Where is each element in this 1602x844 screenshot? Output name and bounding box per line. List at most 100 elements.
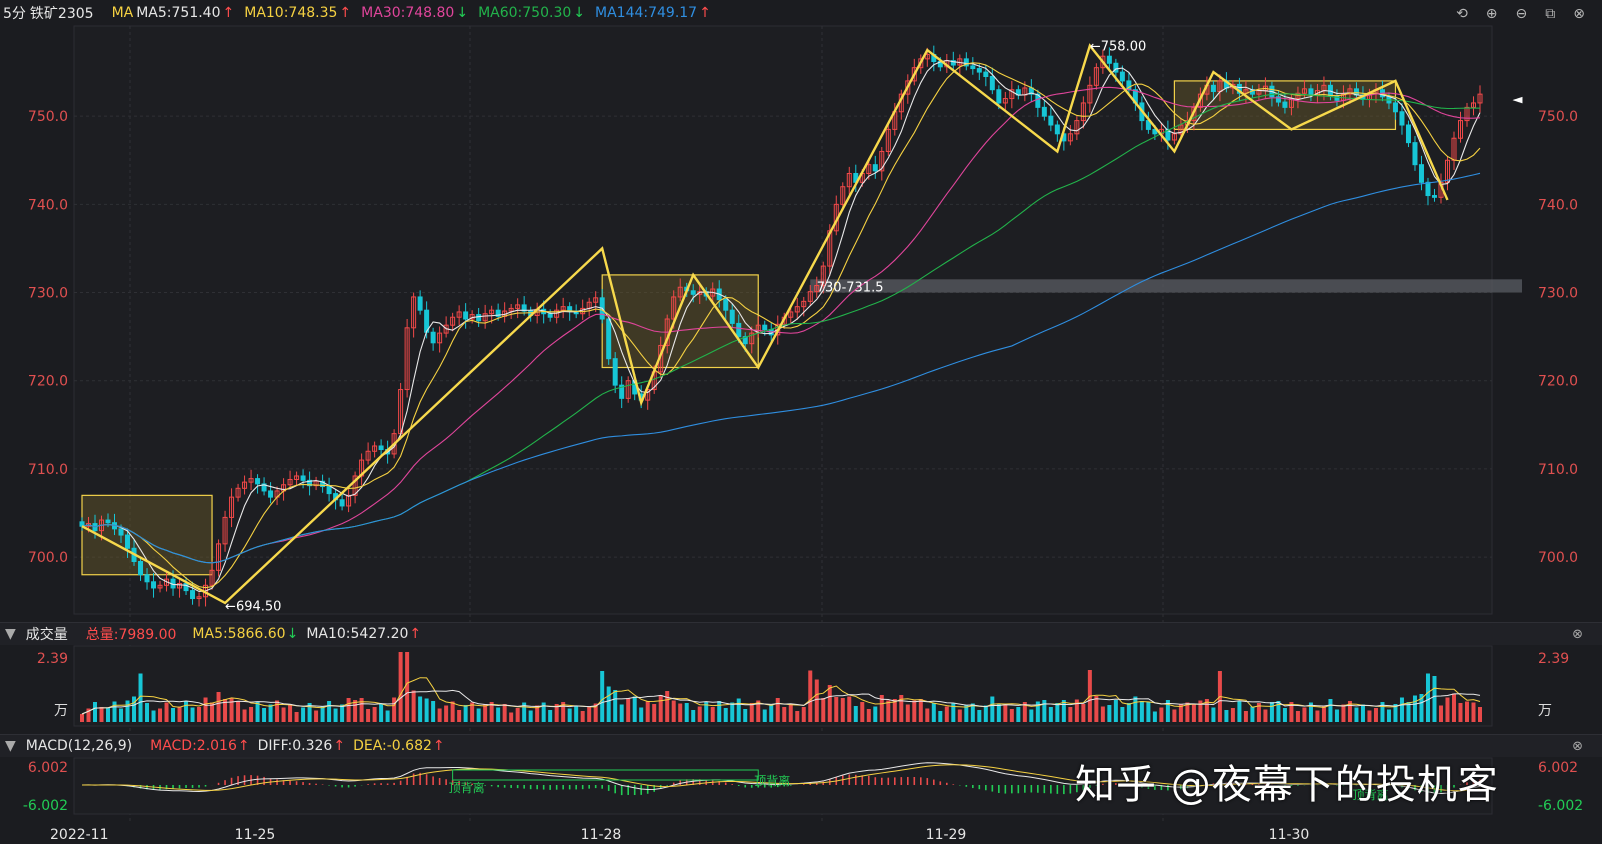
volume-bar [535,705,540,722]
zoom-in-icon[interactable]: ⊕ [1485,6,1498,22]
volume-bar [398,652,403,722]
candle-body [1444,159,1450,183]
candle-body [248,478,254,483]
undo-icon[interactable]: ⟲ [1456,6,1468,22]
candle-body [742,336,748,345]
candle-body [352,475,358,496]
volume-bar [242,709,247,722]
volume-bar [93,702,98,722]
price-panel-header: 5分 铁矿2305 MA MA5:751.40 ↑ MA10:748.35 ↑ MA30… [0,2,1602,24]
volume-bar [281,707,286,722]
candle-body [1405,124,1411,144]
volume-bar [684,703,689,722]
volume-bar [847,696,852,722]
window-icon[interactable]: ⧉ [1545,6,1556,22]
volume-bar [775,698,780,722]
candle-body [242,481,248,489]
volume-bar [671,700,676,722]
volume-bar [1120,707,1125,722]
volume-bar [496,707,501,722]
candle-body [970,65,976,70]
volume-bar [210,702,215,722]
dea-value: DEA:-0.682 [353,738,432,754]
candle-body [1048,115,1054,126]
volume-bar [795,711,800,722]
macd-axis-top-left: 6.002 [28,760,68,776]
volume-bar [1334,709,1339,722]
volume-bar [1061,700,1066,722]
candle-body [619,384,625,399]
collapse-icon[interactable]: ▼ [5,626,16,642]
volume-bar [1438,705,1443,722]
candle-body [229,496,235,518]
volume-bar [717,701,722,722]
volume-bar [1094,696,1099,722]
volume-bar [1458,703,1463,722]
candle-body [300,475,306,481]
candle-body [872,164,878,172]
volume-bar [1393,704,1398,722]
close-icon[interactable]: ⊗ [1573,6,1585,22]
volume-bar [164,702,169,722]
volume-bar [788,704,793,722]
zoom-out-icon[interactable]: ⊖ [1515,6,1528,22]
collapse-icon[interactable]: ▼ [5,738,16,754]
candle-body [1347,88,1353,95]
volume-bar [418,696,423,722]
diff-value: DIFF:0.326 [257,738,333,754]
divergence-label: 顶背离 [754,773,790,788]
close-panel-icon[interactable]: ⊗ [1572,738,1583,754]
symbol-label[interactable]: 铁矿2305 [29,6,94,22]
candle-body [905,80,911,95]
candle-body [196,596,202,600]
volume-bar [145,703,150,722]
volume-bar [899,695,904,722]
volume-bar [229,698,234,722]
volume-bar [769,705,774,722]
price-annotation: ←694.50 [225,600,281,615]
ma-label: MA [111,5,134,21]
volume-bar [1471,702,1476,722]
candle-body [222,516,228,545]
candle-body [515,304,521,309]
trend-arrow-icon: ↓ [573,5,585,21]
volume-bar [561,702,566,722]
macd-dea-line [81,764,1481,792]
volume-bar [1211,707,1216,722]
candle-body [918,58,924,69]
volume-bar [522,702,527,722]
macd-panel-header: ▼ MACD(12,26,9) MACD:2.016 ↑ DIFF:0.326 … [0,734,1602,757]
candle-body [1080,102,1086,122]
close-panel-icon[interactable]: ⊗ [1572,626,1583,642]
candle-body [521,304,527,312]
volume-bar [1354,707,1359,722]
candle-body [411,296,417,329]
volume-bar [1341,704,1346,722]
volume-bar [1191,704,1196,722]
volume-bar [905,704,910,722]
volume-bar [736,698,741,722]
period-label[interactable]: 5分 [3,6,26,22]
macd-axis-top-right: 6.002 [1538,760,1578,776]
candle-body [1301,88,1307,94]
candle-body [677,286,683,298]
volume-bar [626,698,631,722]
candle-body [1425,181,1431,197]
volume-bar [132,696,137,722]
candle-body [1035,93,1041,108]
volume-bar [379,704,384,722]
volume-bar [866,709,871,722]
volume-bar [1425,673,1430,722]
candle-body [924,53,930,60]
volume-bar [652,704,657,722]
candle-body [151,581,157,589]
candle-body [723,299,729,311]
volume-bar [996,703,1001,722]
volume-bar [827,685,832,722]
candle-body [255,478,261,485]
macd-value: MACD:2.016 [150,738,237,754]
candle-body [313,480,319,487]
candle-body [1074,120,1080,135]
volume-bar [762,709,767,722]
chart-toolbar: ⟲ ⊕ ⊖ ⧉ ⊗ [1456,6,1594,22]
